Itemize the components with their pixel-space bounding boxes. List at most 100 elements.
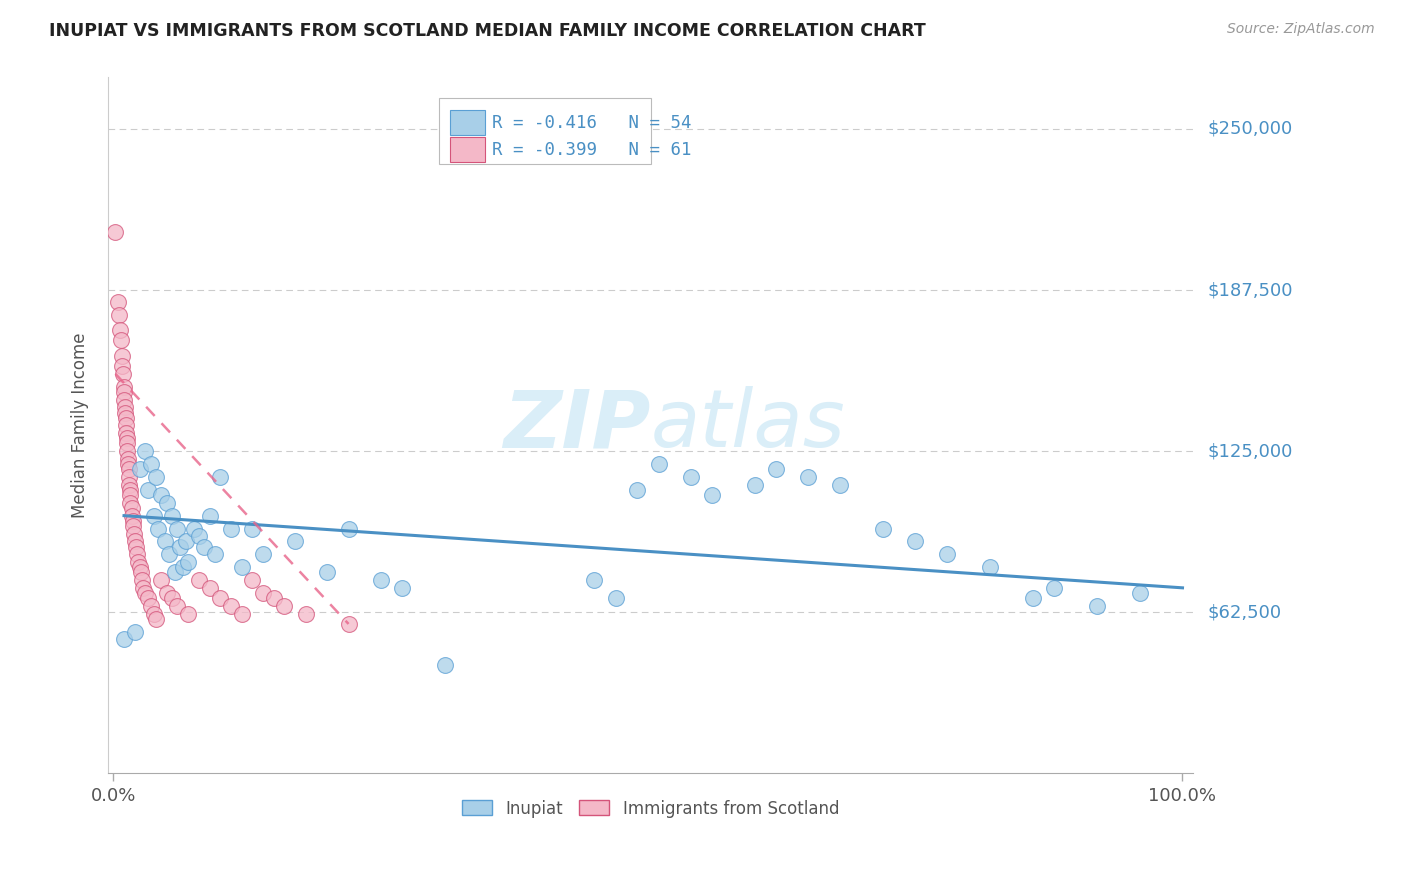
Point — [115, 426, 138, 441]
Point — [120, 483, 142, 497]
Point — [187, 529, 209, 543]
Point — [111, 349, 134, 363]
Point — [936, 547, 959, 561]
Point — [110, 334, 132, 348]
Point — [679, 470, 702, 484]
Point — [114, 401, 136, 415]
Text: $187,500: $187,500 — [1208, 281, 1292, 299]
Point — [605, 591, 627, 606]
Point — [165, 566, 187, 580]
Point — [157, 547, 180, 561]
Point — [124, 624, 146, 639]
Point — [156, 496, 179, 510]
Point — [115, 431, 138, 445]
Point — [177, 555, 200, 569]
Point — [107, 294, 129, 309]
Point — [108, 323, 131, 337]
Point — [121, 500, 143, 515]
Point — [117, 452, 139, 467]
Point — [744, 477, 766, 491]
FancyBboxPatch shape — [439, 98, 651, 164]
Point — [139, 457, 162, 471]
Point — [131, 573, 153, 587]
Point — [904, 534, 927, 549]
Y-axis label: Median Family Income: Median Family Income — [72, 333, 89, 518]
Point — [1085, 599, 1108, 613]
Point — [150, 488, 173, 502]
Point — [433, 658, 456, 673]
Point — [797, 470, 820, 484]
Point — [115, 436, 138, 450]
Point — [979, 560, 1001, 574]
Point — [122, 526, 145, 541]
Point — [166, 522, 188, 536]
Point — [111, 367, 134, 381]
Point — [134, 444, 156, 458]
Point — [370, 573, 392, 587]
Point — [765, 462, 787, 476]
Point — [112, 632, 135, 647]
Point — [219, 599, 242, 613]
Point — [174, 534, 197, 549]
Point — [209, 470, 232, 484]
Point — [136, 591, 159, 606]
Point — [187, 573, 209, 587]
Text: Source: ZipAtlas.com: Source: ZipAtlas.com — [1227, 22, 1375, 37]
Point — [1022, 591, 1045, 606]
Point — [198, 508, 221, 523]
Point — [125, 547, 148, 561]
Point — [284, 534, 307, 549]
Point — [252, 547, 274, 561]
Point — [337, 616, 360, 631]
Point — [121, 508, 143, 523]
Point — [132, 581, 155, 595]
Point — [129, 566, 152, 580]
Point — [583, 573, 606, 587]
Point — [136, 483, 159, 497]
FancyBboxPatch shape — [450, 110, 485, 136]
Point — [169, 540, 191, 554]
Point — [114, 405, 136, 419]
Point — [124, 534, 146, 549]
Point — [1043, 581, 1066, 595]
Point — [121, 519, 143, 533]
Point — [252, 586, 274, 600]
Point — [872, 522, 894, 536]
Point — [121, 514, 143, 528]
Point — [143, 607, 166, 621]
Point — [156, 586, 179, 600]
FancyBboxPatch shape — [450, 137, 485, 162]
Point — [107, 308, 129, 322]
Text: $125,000: $125,000 — [1208, 442, 1292, 460]
Point — [129, 560, 152, 574]
Point — [183, 522, 205, 536]
Point — [120, 488, 142, 502]
Point — [830, 477, 852, 491]
Point — [273, 599, 295, 613]
Text: $250,000: $250,000 — [1208, 120, 1292, 138]
Text: R = -0.399   N = 61: R = -0.399 N = 61 — [492, 141, 692, 159]
Text: INUPIAT VS IMMIGRANTS FROM SCOTLAND MEDIAN FAMILY INCOME CORRELATION CHART: INUPIAT VS IMMIGRANTS FROM SCOTLAND MEDI… — [49, 22, 927, 40]
Point — [145, 470, 167, 484]
Point — [111, 359, 134, 373]
Point — [219, 522, 242, 536]
Point — [117, 457, 139, 471]
Point — [115, 410, 138, 425]
Point — [209, 591, 232, 606]
Point — [112, 380, 135, 394]
Point — [294, 607, 316, 621]
Legend: Inupiat, Immigrants from Scotland: Inupiat, Immigrants from Scotland — [456, 793, 846, 824]
Point — [143, 508, 166, 523]
Point — [148, 522, 170, 536]
Point — [139, 599, 162, 613]
Point — [127, 555, 149, 569]
Point — [115, 418, 138, 433]
Point — [1129, 586, 1152, 600]
Point — [134, 586, 156, 600]
Point — [118, 470, 141, 484]
Point — [115, 444, 138, 458]
Point — [118, 477, 141, 491]
Point — [240, 573, 263, 587]
Point — [104, 225, 127, 239]
Point — [240, 522, 263, 536]
